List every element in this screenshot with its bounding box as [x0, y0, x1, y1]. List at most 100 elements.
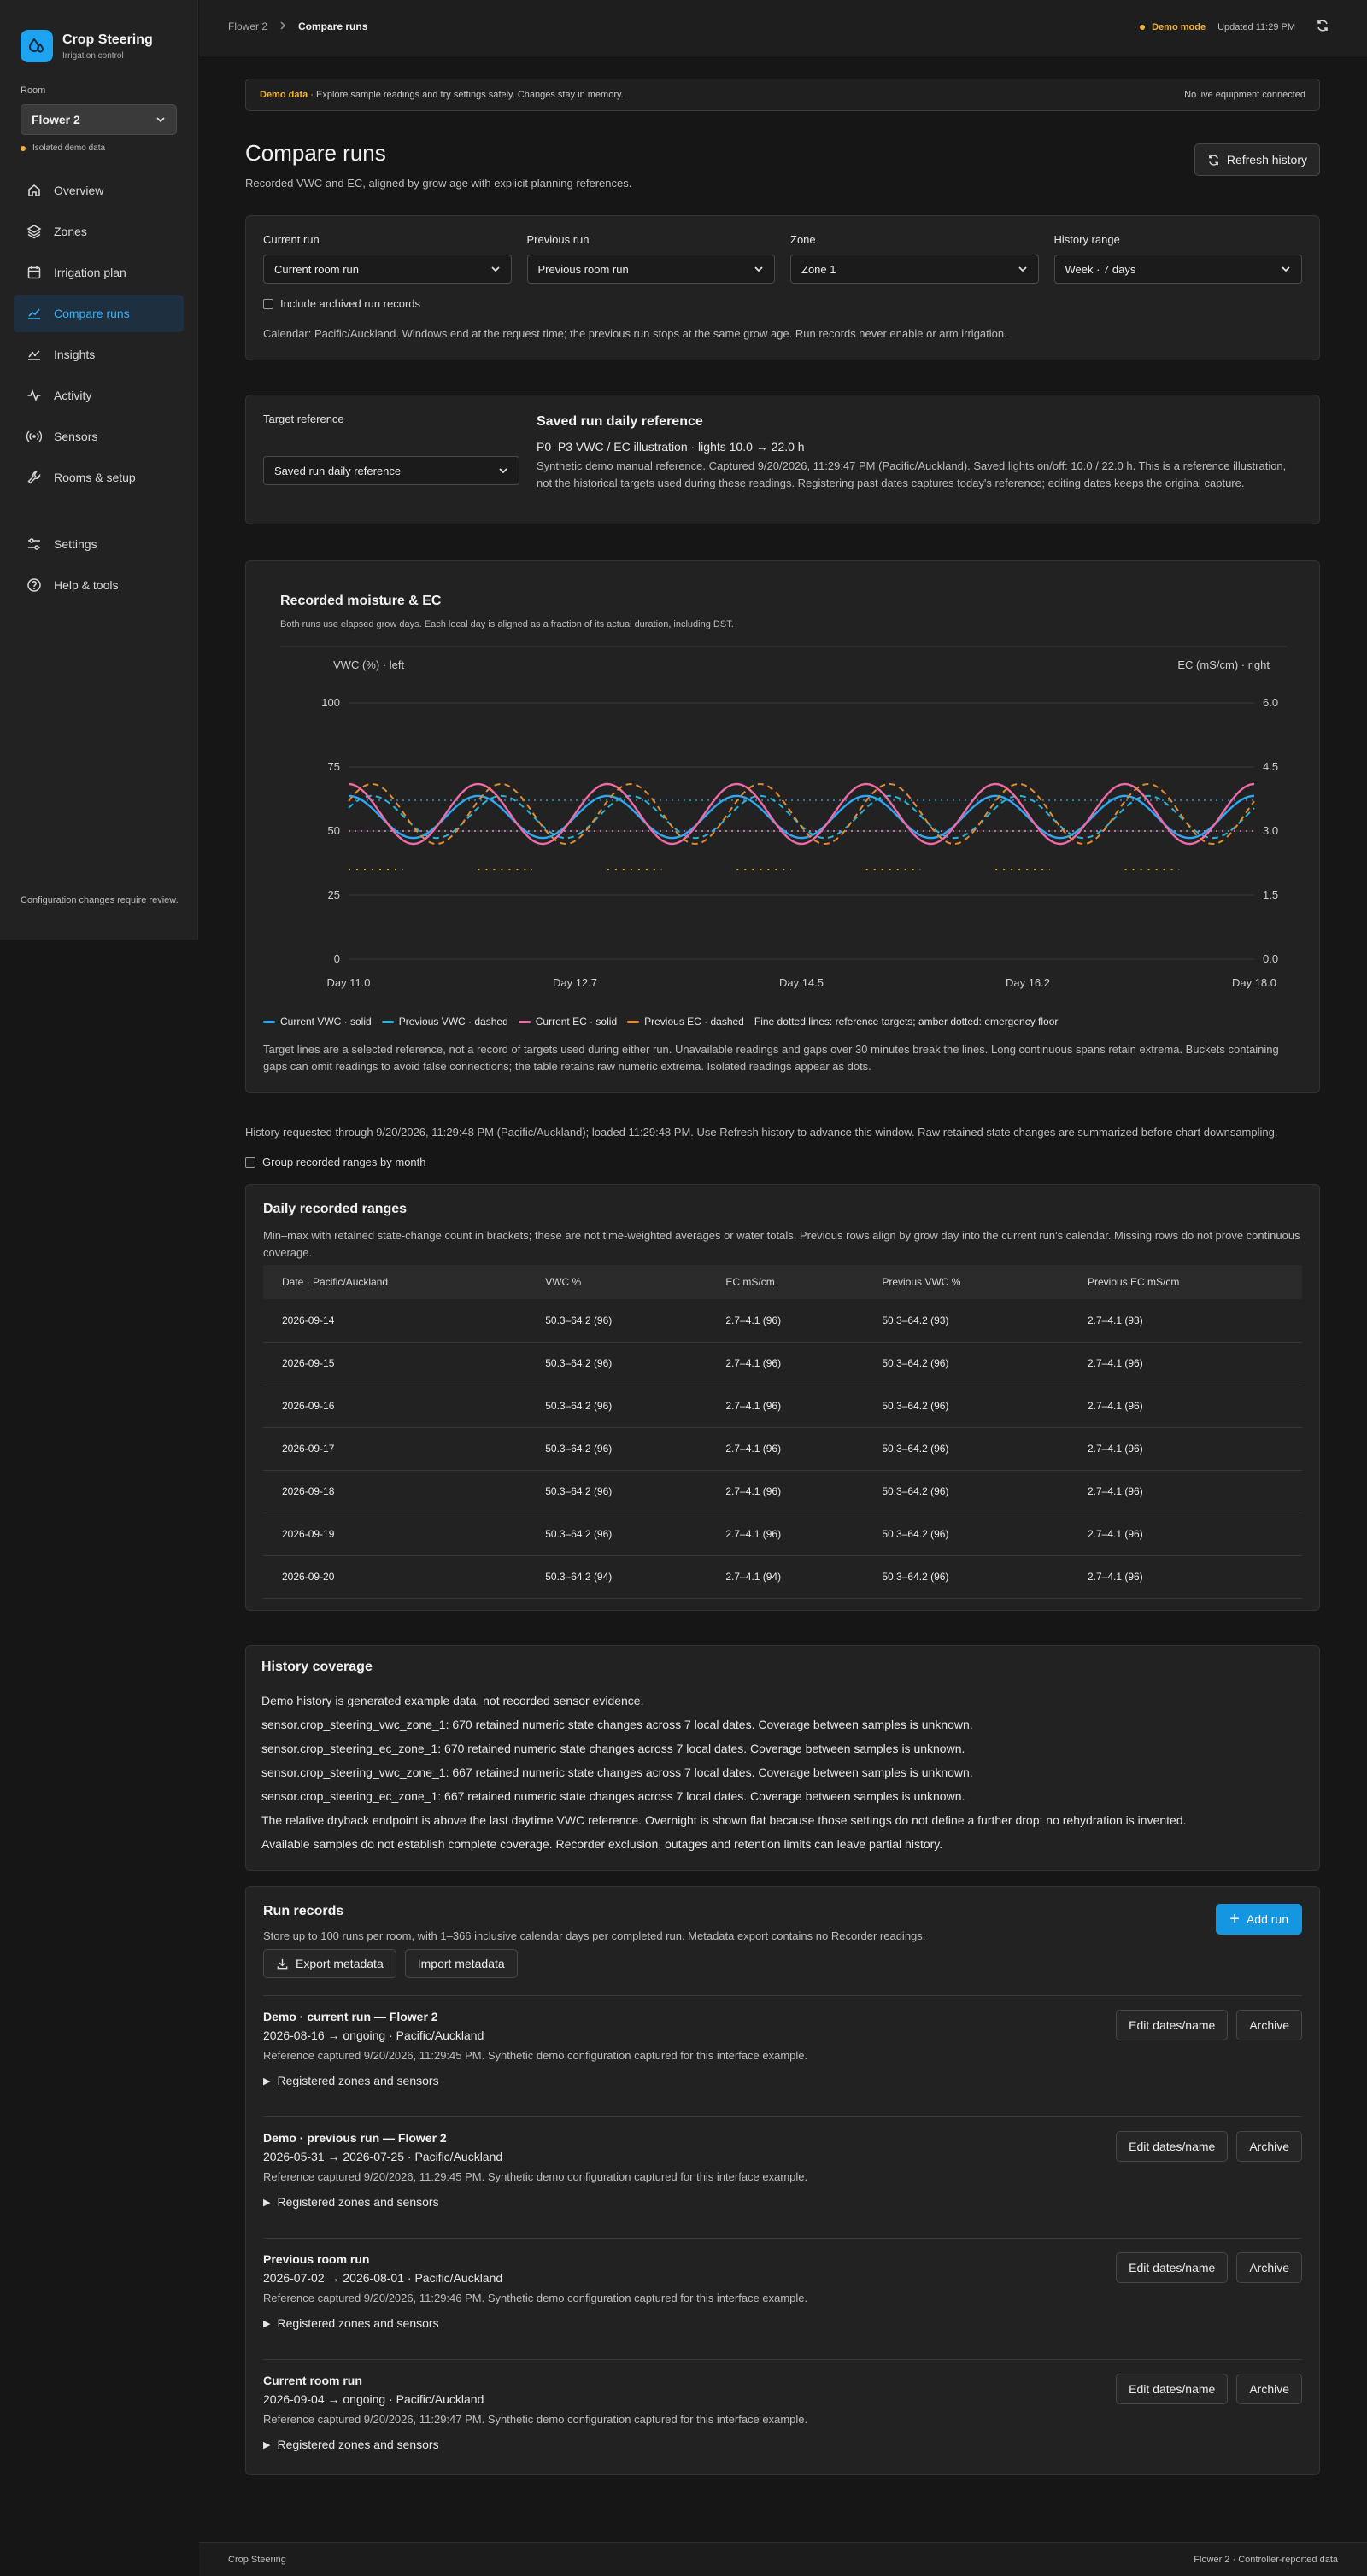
registered-zones-toggle[interactable]: ▶ Registered zones and sensors — [263, 2074, 1302, 2087]
x-tick-label: Day 16.2 — [1006, 976, 1050, 989]
updated-time: Updated 11:29 PM — [1217, 21, 1295, 32]
export-metadata-button[interactable]: Export metadata — [263, 1949, 396, 1978]
sidebar-item-settings[interactable]: Settings — [14, 525, 184, 563]
history-range-label: History range — [1053, 233, 1120, 246]
edit-dates-label: Edit dates/name — [1129, 2382, 1216, 2396]
date-cell: 2026-09-18 — [263, 1470, 527, 1513]
zone-select[interactable]: Zone 1 — [790, 255, 1039, 284]
status-dot-icon — [1140, 24, 1146, 30]
group-by-month-row[interactable]: Group recorded ranges by month — [245, 1156, 1320, 1168]
registered-zones-toggle[interactable]: ▶ Registered zones and sensors — [263, 2316, 1302, 2330]
y-tick-label-left: 50 — [328, 824, 340, 837]
sliders-icon — [28, 538, 40, 550]
refresh-history-button[interactable]: Refresh history — [1194, 143, 1320, 176]
refresh-history-label: Refresh history — [1226, 153, 1307, 167]
room-select-value: Flower 2 — [32, 113, 80, 126]
room-select[interactable]: Flower 2 — [21, 104, 177, 135]
range-cell: 50.3–64.2 (93) — [863, 1299, 1069, 1343]
sidebar-item-zones[interactable]: Zones — [14, 213, 184, 250]
edit-dates-button[interactable]: Edit dates/name — [1116, 2374, 1229, 2404]
demo-mode-label: Demo mode — [1152, 21, 1206, 32]
previous-run-select[interactable]: Previous room run — [526, 255, 775, 284]
include-archived-label: Include archived run records — [280, 297, 421, 310]
registered-zones-label: Registered zones and sensors — [277, 2316, 439, 2330]
sidebar-item-rooms-setup[interactable]: Rooms & setup — [14, 459, 184, 496]
zone-filter: Zone Zone 1 — [790, 233, 1039, 284]
run-records-card: Run records + Add run Store up to 100 ru… — [245, 1886, 1320, 2475]
archive-button[interactable]: Archive — [1236, 2374, 1302, 2404]
run-dates: 2026-08-16 → ongoing · Pacific/Auckland — [263, 2029, 484, 2042]
range-cell: 2.7–4.1 (96) — [707, 1385, 864, 1428]
range-cell: 50.3–64.2 (96) — [863, 1385, 1069, 1428]
sidebar-item-label: Activity — [54, 389, 92, 402]
range-cell: 50.3–64.2 (96) — [863, 1470, 1069, 1513]
brand[interactable]: Crop Steering Irrigation control — [0, 0, 197, 70]
range-cell: 2.7–4.1 (96) — [707, 1513, 864, 1556]
refresh-icon[interactable] — [1316, 19, 1329, 35]
group-by-month-checkbox[interactable] — [245, 1156, 255, 1168]
sidebar-item-help-tools[interactable]: Help & tools — [14, 566, 184, 604]
sidebar-item-insights[interactable]: Insights — [14, 336, 184, 373]
daily-ranges-card: Daily recorded ranges Min–max with retai… — [245, 1184, 1320, 1611]
sidebar-item-irrigation-plan[interactable]: Irrigation plan — [14, 254, 184, 291]
range-cell: 50.3–64.2 (96) — [526, 1299, 707, 1343]
status-dot-icon — [21, 145, 26, 151]
sidebar-nav: Overview Zones Irrigation plan Compare r… — [0, 172, 197, 604]
current-run-filter: Current run Current room run — [263, 233, 512, 284]
x-tick-label: Day 12.7 — [553, 976, 597, 989]
sidebar-item-compare-runs[interactable]: Compare runs — [14, 295, 184, 332]
y-tick-label-left: 0 — [334, 952, 340, 965]
include-archived-row[interactable]: Include archived run records — [263, 297, 1302, 310]
edit-dates-button[interactable]: Edit dates/name — [1116, 2010, 1229, 2040]
sidebar-item-label: Zones — [54, 225, 87, 238]
drops-logo-icon — [21, 30, 53, 62]
include-archived-checkbox[interactable] — [263, 298, 273, 309]
history-range-select[interactable]: Week · 7 days — [1053, 255, 1302, 284]
history-note: History requested through 9/20/2026, 11:… — [245, 1126, 1278, 1139]
import-metadata-label: Import metadata — [417, 1957, 505, 1970]
y-tick-label-right: 6.0 — [1263, 696, 1278, 709]
breadcrumb-parent[interactable]: Flower 2 — [228, 20, 268, 32]
legend-label: Current VWC · solid — [280, 1016, 372, 1027]
edit-dates-label: Edit dates/name — [1129, 2140, 1216, 2153]
moisture-ec-chart-card: Recorded moisture & EC Both runs use ela… — [245, 560, 1320, 1093]
moisture-ec-chart[interactable]: VWC (%) · left EC (mS/cm) · right 100 6.0 75… — [263, 643, 1304, 1002]
run-reference: Reference captured 9/20/2026, 11:29:46 P… — [263, 2292, 808, 2304]
current-run-select[interactable]: Current room run — [263, 255, 512, 284]
series-line-current-vwc-solid — [349, 794, 1254, 840]
demo-mode-badge: Demo mode — [1140, 22, 1206, 32]
registered-zones-toggle[interactable]: ▶ Registered zones and sensors — [263, 2438, 1302, 2451]
target-reference-select[interactable]: Saved run daily reference — [263, 456, 519, 485]
target-reference-title: Saved run daily reference — [537, 414, 703, 429]
edit-dates-button[interactable]: Edit dates/name — [1116, 2252, 1229, 2283]
daily-ranges-table: Date · Pacific/Auckland VWC % EC mS/cm P… — [263, 1265, 1302, 1599]
edit-dates-button[interactable]: Edit dates/name — [1116, 2131, 1229, 2162]
table-row: 2026-09-16 50.3–64.2 (96) 2.7–4.1 (96) 50.3… — [263, 1385, 1302, 1428]
column-header: EC mS/cm — [707, 1265, 864, 1299]
demo-banner-label: Demo data — [260, 90, 308, 100]
range-cell: 2.7–4.1 (96) — [707, 1299, 864, 1343]
target-reference-line: P0–P3 VWC / EC illustration · lights 10.… — [537, 440, 805, 454]
wrench-icon — [27, 471, 41, 484]
sidebar-item-sensors[interactable]: Sensors — [14, 418, 184, 455]
date-cell: 2026-09-17 — [263, 1427, 527, 1471]
registered-zones-label: Registered zones and sensors — [277, 2195, 439, 2209]
run-name: Demo · previous run — Flower 2 — [263, 2131, 447, 2145]
coverage-line: Available samples do not establish compl… — [261, 1837, 943, 1851]
archive-button[interactable]: Archive — [1236, 2131, 1302, 2162]
table-row: 2026-09-14 50.3–64.2 (96) 2.7–4.1 (96) 50.3… — [263, 1299, 1302, 1343]
registered-zones-toggle[interactable]: ▶ Registered zones and sensors — [263, 2195, 1302, 2209]
sidebar-item-overview[interactable]: Overview — [14, 172, 184, 209]
run-dates: 2026-05-31 → 2026-07-25 · Pacific/Auckla… — [263, 2150, 503, 2163]
import-metadata-button[interactable]: Import metadata — [404, 1949, 518, 1978]
add-run-button[interactable]: + Add run — [1216, 1904, 1302, 1935]
breadcrumb: Flower 2 Compare runs — [228, 20, 367, 32]
history-coverage-card: History coverage Demo history is generat… — [245, 1645, 1320, 1871]
sidebar-item-activity[interactable]: Activity — [14, 377, 184, 414]
archive-button[interactable]: Archive — [1236, 2010, 1302, 2040]
current-run-value: Current room run — [274, 262, 359, 276]
caret-right-icon: ▶ — [263, 2197, 271, 2208]
archive-button[interactable]: Archive — [1236, 2252, 1302, 2283]
range-cell: 50.3–64.2 (94) — [526, 1555, 707, 1599]
download-icon — [277, 1958, 288, 1969]
